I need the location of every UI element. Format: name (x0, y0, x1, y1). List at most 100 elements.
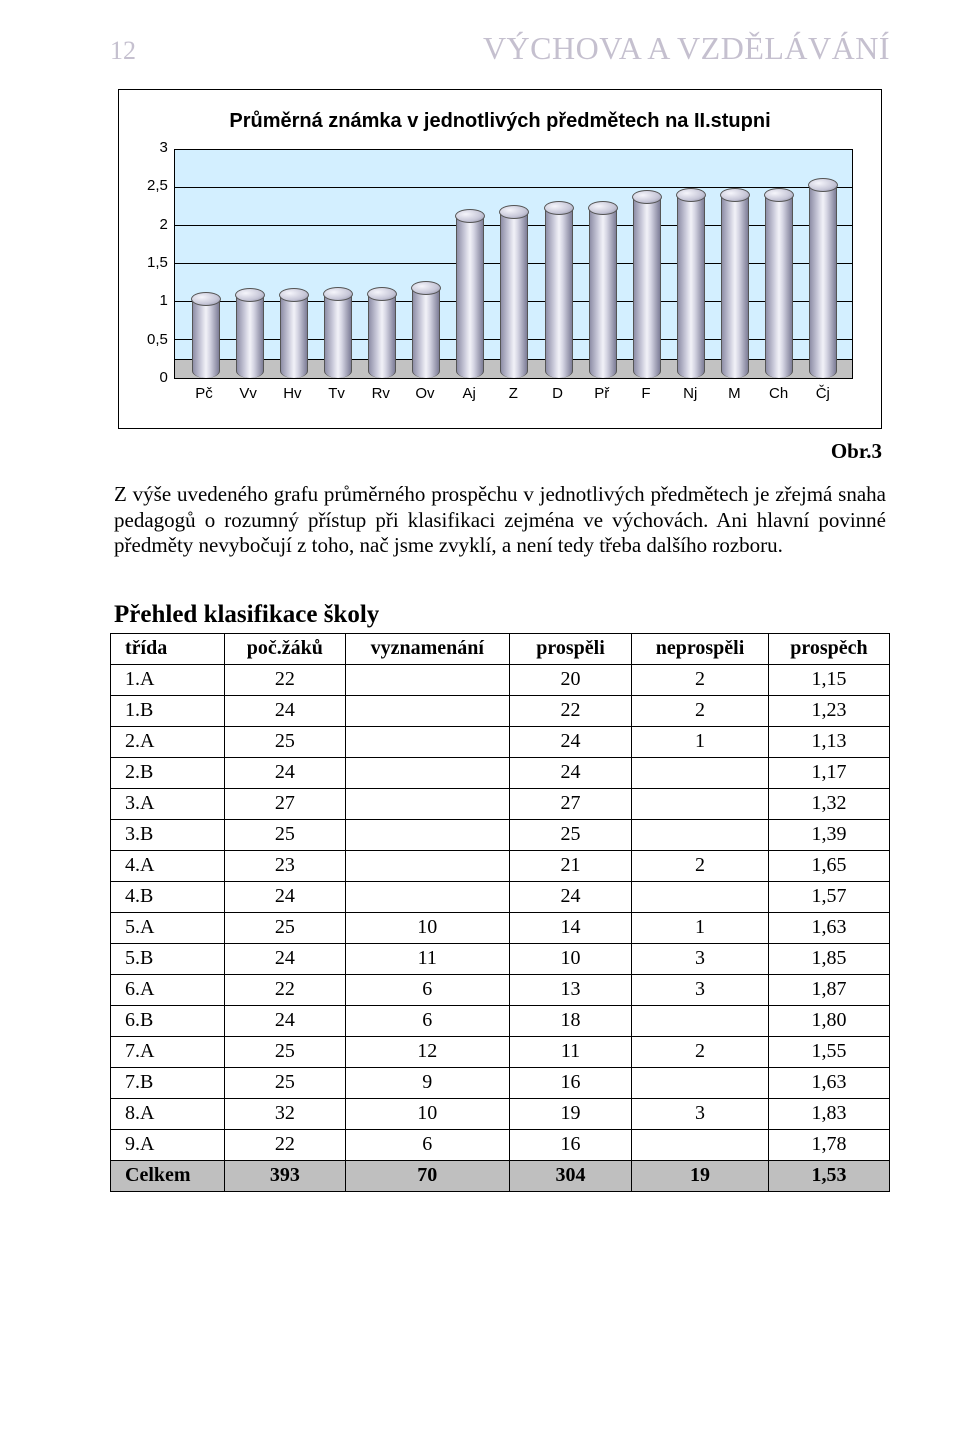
table-cell: 3.A (111, 788, 225, 819)
table-total-cell: 393 (225, 1160, 345, 1191)
figure-label: Obr.3 (110, 439, 882, 464)
table-cell: 24 (225, 695, 345, 726)
table-total-row: Celkem39370304191,53 (111, 1160, 890, 1191)
table-cell: 21 (509, 850, 631, 881)
table-cell: 2 (632, 695, 769, 726)
table-cell: 1,80 (768, 1005, 889, 1036)
table-cell: 1,39 (768, 819, 889, 850)
table-cell: 1,78 (768, 1129, 889, 1160)
table-cell (632, 881, 769, 912)
chart-xaxis: PčVvHvTvRvOvAjZDPřFNjMChČj (174, 379, 853, 402)
xtick-label: Hv (270, 385, 314, 402)
table-cell: 7.B (111, 1067, 225, 1098)
table-cell: 2 (632, 850, 769, 881)
table-cell: 25 (225, 1067, 345, 1098)
table-cell: 22 (509, 695, 631, 726)
table-total-cell: 304 (509, 1160, 631, 1191)
ytick-label: 2,5 (147, 179, 168, 193)
table-cell: 20 (509, 664, 631, 695)
bar-cell (800, 150, 844, 378)
bar-top (764, 188, 794, 202)
table-cell: 16 (509, 1067, 631, 1098)
table-cell: 10 (345, 912, 509, 943)
table-cell: 8.A (111, 1098, 225, 1129)
bar-body (545, 207, 573, 378)
bar (677, 194, 703, 378)
table-cell: 18 (509, 1005, 631, 1036)
table-cell: 1,13 (768, 726, 889, 757)
table-cell (632, 1005, 769, 1036)
bar (456, 215, 482, 378)
page-header: 12 VÝCHOVA A VZDĚLÁVÁNÍ (110, 30, 890, 67)
bar-cell (668, 150, 712, 378)
table-row: 2.A252411,13 (111, 726, 890, 757)
table-cell: 3 (632, 974, 769, 1005)
bar-cell (756, 150, 800, 378)
table-cell: 1,63 (768, 912, 889, 943)
table-cell: 1,17 (768, 757, 889, 788)
table-cell (345, 726, 509, 757)
table-cell (632, 1067, 769, 1098)
table-cell: 10 (345, 1098, 509, 1129)
table-cell: 22 (225, 664, 345, 695)
bar-top (632, 190, 662, 204)
table-row: 1.A222021,15 (111, 664, 890, 695)
xtick-label: Aj (447, 385, 491, 402)
table-cell: 25 (225, 912, 345, 943)
ytick-label: 3 (147, 141, 168, 155)
bar-cell (227, 150, 271, 378)
table-cell (632, 819, 769, 850)
xtick-label: Vv (226, 385, 270, 402)
bar-cell (359, 150, 403, 378)
table-cell: 25 (225, 726, 345, 757)
bar-body (456, 215, 484, 378)
bar (324, 293, 350, 378)
table-cell: 24 (509, 726, 631, 757)
table-cell (632, 757, 769, 788)
table-cell: 24 (225, 881, 345, 912)
bar-body (633, 196, 661, 378)
table-cell: 22 (225, 974, 345, 1005)
bar-body (192, 298, 220, 378)
xtick-label: Př (580, 385, 624, 402)
bar-body (236, 294, 264, 378)
ytick-label: 0 (147, 371, 168, 385)
table-cell (632, 1129, 769, 1160)
table-cell: 1,63 (768, 1067, 889, 1098)
table-cell: 16 (509, 1129, 631, 1160)
table-cell: 11 (509, 1036, 631, 1067)
table-row: 6.B246181,80 (111, 1005, 890, 1036)
table-row: 4.B24241,57 (111, 881, 890, 912)
bar-body (280, 294, 308, 378)
bar (633, 196, 659, 378)
table-cell: 12 (345, 1036, 509, 1067)
bar-cell (535, 150, 579, 378)
table-cell: 5.A (111, 912, 225, 943)
table-row: 2.B24241,17 (111, 757, 890, 788)
table-header-cell: vyznamenání (345, 633, 509, 664)
table-cell: 1 (632, 912, 769, 943)
bar-cell (491, 150, 535, 378)
table-cell: 6.B (111, 1005, 225, 1036)
chart-inner: 32,521,510,50 PčVvHvTvRvOvAjZDPřFNjMChČj (147, 149, 853, 402)
table-cell: 24 (225, 1005, 345, 1036)
xtick-label: Tv (314, 385, 358, 402)
table-cell: 6.A (111, 974, 225, 1005)
xtick-label: Čj (801, 385, 845, 402)
bar-body (589, 207, 617, 378)
page-title: VÝCHOVA A VZDĚLÁVÁNÍ (483, 30, 890, 67)
bar (236, 294, 262, 378)
table-row: 3.A27271,32 (111, 788, 890, 819)
table-row: 4.A232121,65 (111, 850, 890, 881)
bar (545, 207, 571, 378)
ytick-label: 1,5 (147, 256, 168, 270)
table-cell: 1,87 (768, 974, 889, 1005)
bar-top (676, 188, 706, 202)
table-cell: 1.B (111, 695, 225, 726)
bar-body (368, 293, 396, 378)
table-cell (345, 819, 509, 850)
xtick-label: F (624, 385, 668, 402)
bar-cell (580, 150, 624, 378)
table-cell: 2 (632, 664, 769, 695)
table-cell: 6 (345, 1129, 509, 1160)
